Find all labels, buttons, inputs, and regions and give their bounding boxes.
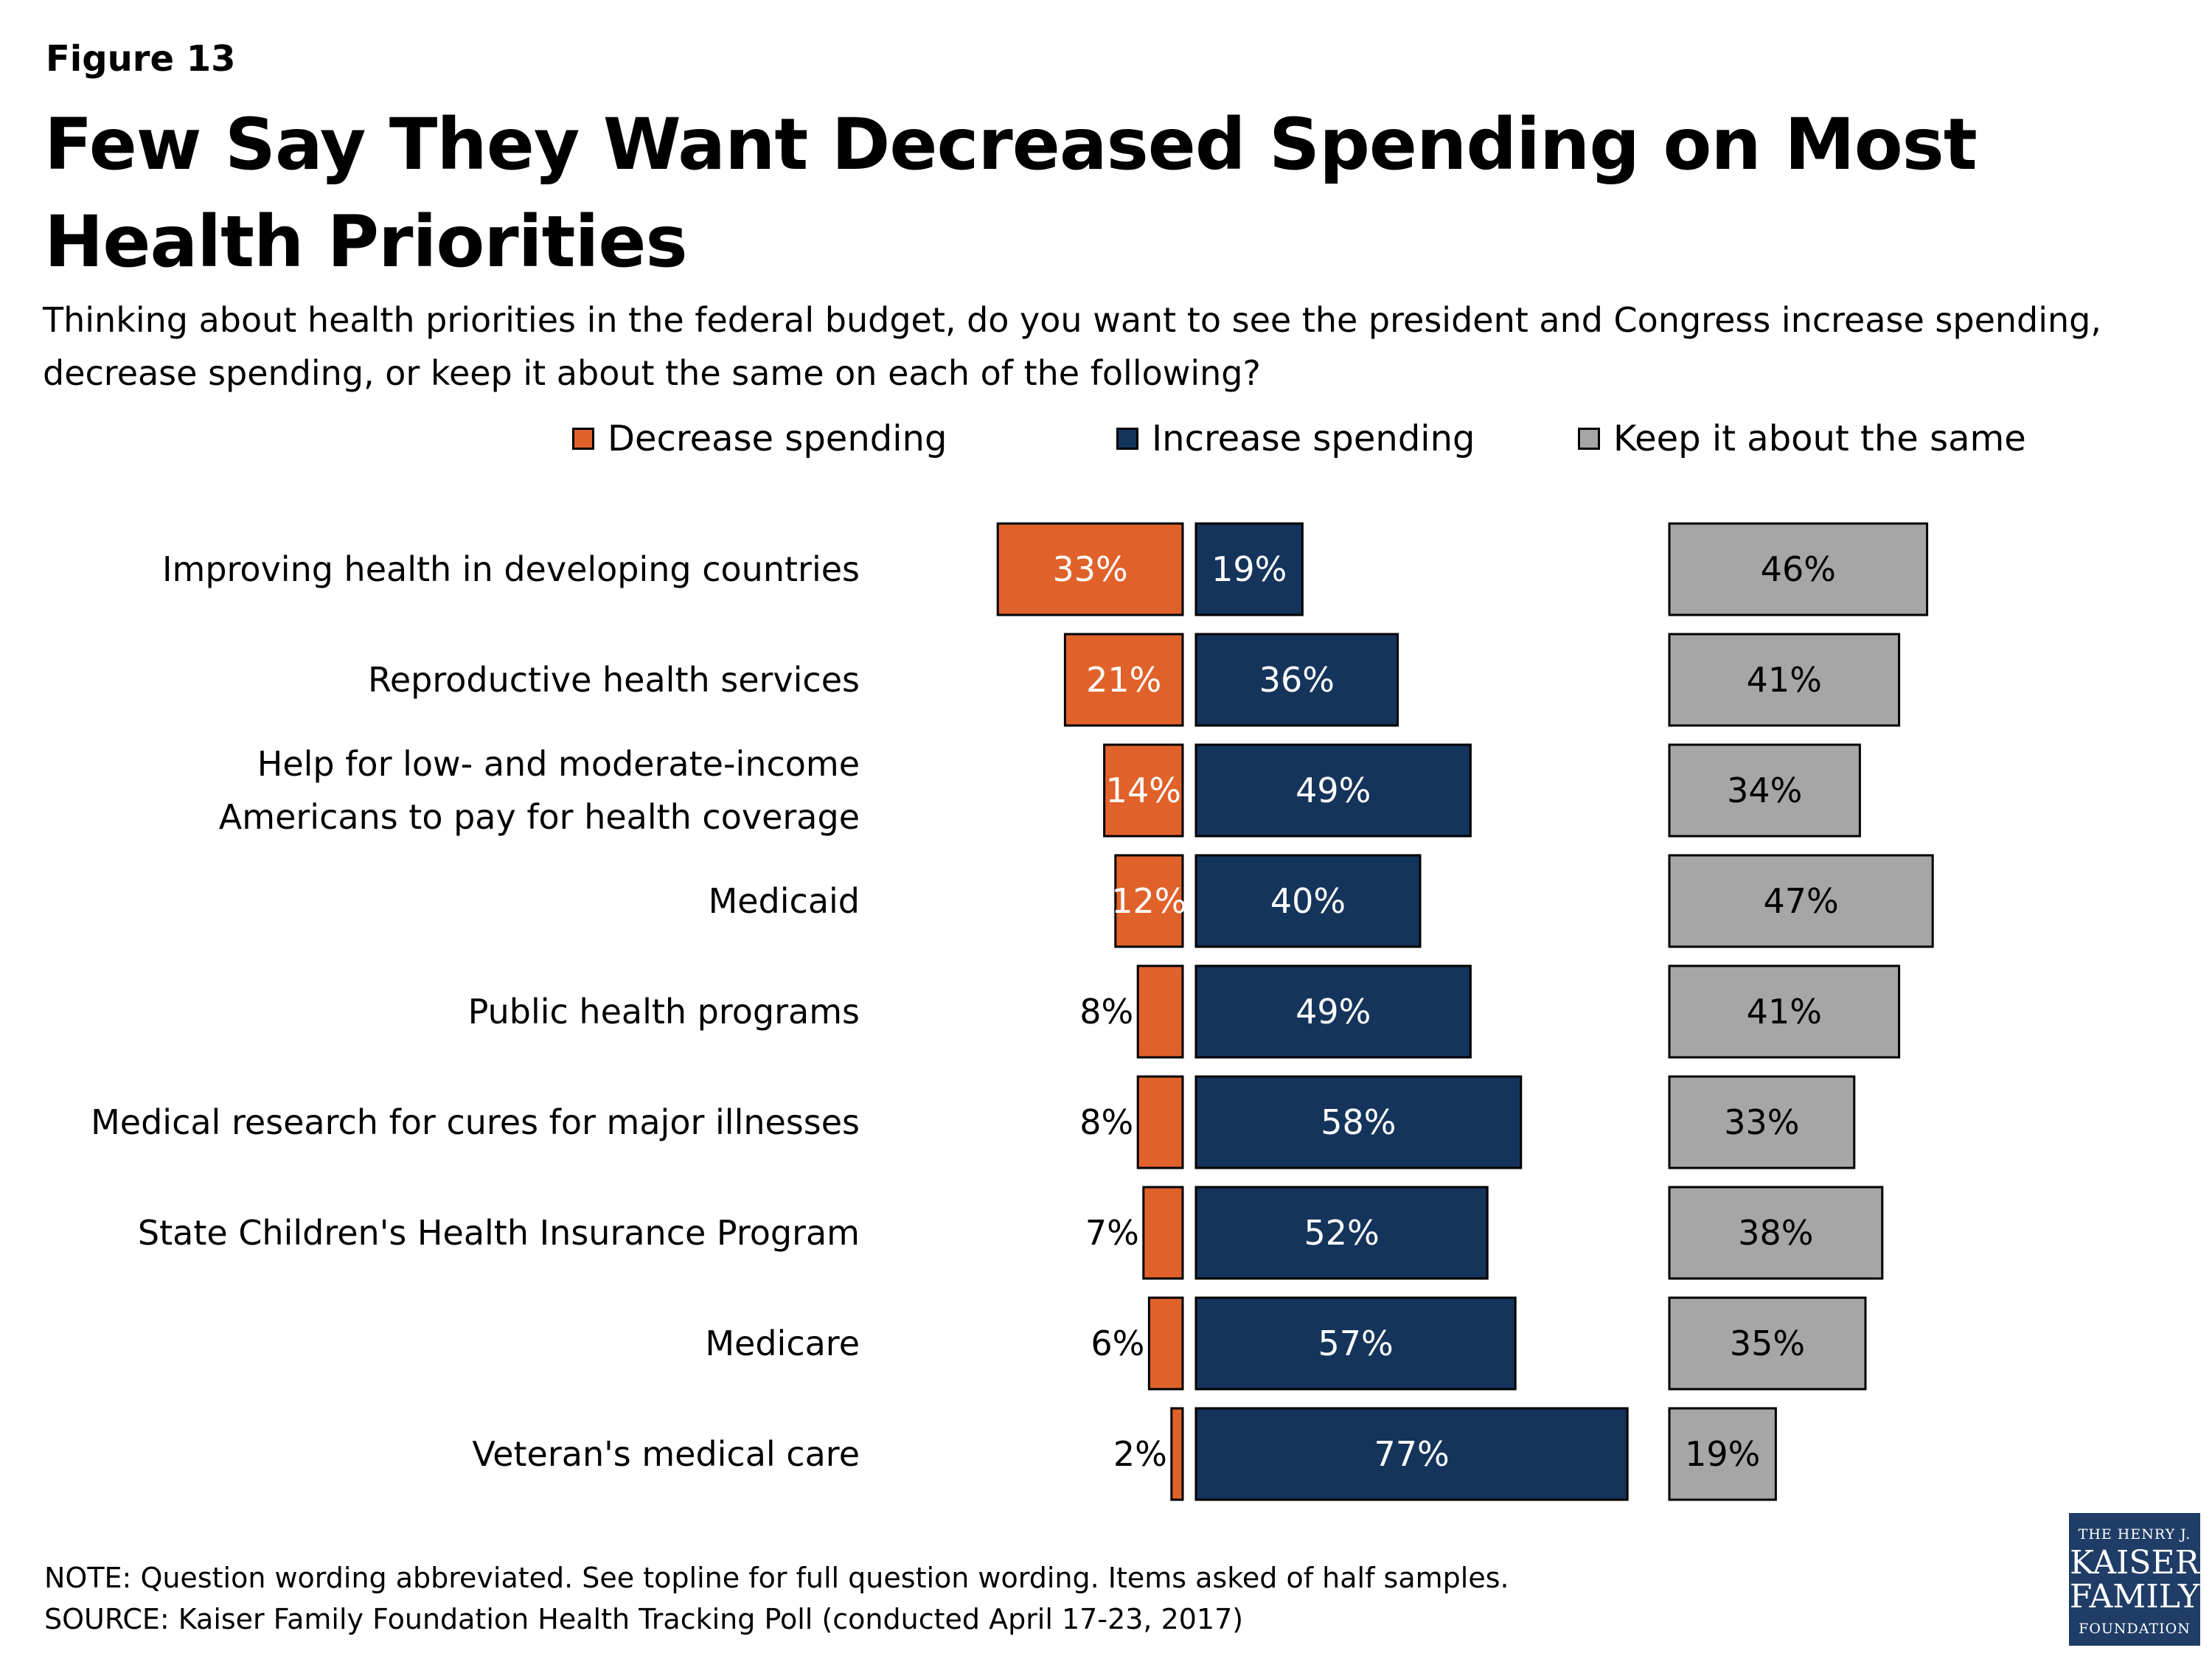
category-label-6: State Children's Health Insurance Progra… [138, 1213, 860, 1253]
legend-item-decrease: Decrease spending [572, 417, 947, 461]
category-label-0: Improving health in developing countries [162, 549, 860, 589]
bar-decrease-0 [996, 522, 1184, 616]
value-label-increase-5: 58% [1321, 1102, 1396, 1142]
category-label-1: Reproductive health services [368, 660, 860, 700]
value-label-decrease-1: 21% [1086, 660, 1161, 700]
bar-same-1 [1668, 633, 1901, 727]
bar-increase-8 [1194, 1407, 1629, 1501]
value-label-same-7: 35% [1730, 1324, 1805, 1363]
value-label-same-6: 38% [1738, 1213, 1813, 1253]
value-label-decrease-3: 12% [1111, 881, 1186, 921]
category-label-2-line2: Americans to pay for health coverage [219, 797, 860, 837]
bar-same-5 [1668, 1075, 1856, 1169]
bar-increase-3 [1194, 854, 1422, 948]
legend-label-decrease: Decrease spending [608, 418, 947, 459]
category-label-8: Veteran's medical care [472, 1434, 860, 1474]
legend-item-increase: Increase spending [1116, 417, 1475, 461]
value-label-increase-7: 57% [1318, 1324, 1393, 1363]
value-label-decrease-2: 14% [1106, 771, 1181, 810]
footer-source: SOURCE: Kaiser Family Foundation Health … [44, 1603, 1244, 1635]
value-label-increase-1: 36% [1259, 660, 1335, 700]
value-label-same-1: 41% [1747, 660, 1822, 700]
logo-line-2: KAISER [2070, 1544, 2199, 1582]
bar-same-4 [1668, 964, 1901, 1059]
bar-increase-4 [1194, 964, 1472, 1059]
value-label-increase-3: 40% [1270, 881, 1346, 921]
bar-same-6 [1668, 1186, 1884, 1280]
bar-same-7 [1668, 1296, 1867, 1391]
legend-item-same: Keep it about the same [1578, 417, 2026, 461]
legend-swatch-same [1578, 428, 1600, 450]
chart-subtitle: Thinking about health priorities in the … [43, 300, 2102, 393]
category-label-7: Medicare [705, 1324, 860, 1363]
value-label-decrease-0: 33% [1052, 549, 1127, 589]
value-label-decrease-5: 8% [1079, 1102, 1133, 1142]
value-label-decrease-7: 6% [1091, 1324, 1144, 1363]
bar-increase-7 [1194, 1296, 1517, 1391]
bar-increase-6 [1194, 1186, 1489, 1280]
footer-note: NOTE: Question wording abbreviated. See … [44, 1562, 1509, 1594]
value-label-decrease-8: 2% [1113, 1434, 1167, 1474]
value-label-same-0: 46% [1761, 549, 1836, 589]
bar-same-3 [1668, 854, 1934, 948]
value-label-same-3: 47% [1763, 881, 1838, 921]
bar-decrease-4 [1136, 964, 1184, 1059]
chart-title: Few Say They Want Decreased Spending on … [44, 103, 1978, 283]
category-label-5: Medical research for cures for major ill… [91, 1102, 860, 1142]
bar-decrease-5 [1136, 1075, 1184, 1169]
value-label-same-5: 33% [1724, 1102, 1799, 1142]
legend-swatch-decrease [572, 428, 594, 450]
bar-decrease-3 [1114, 854, 1184, 948]
bar-decrease-2 [1103, 743, 1184, 838]
logo-line-4: FOUNDATION [2079, 1621, 2191, 1637]
bar-same-8 [1668, 1407, 1777, 1501]
bar-increase-0 [1194, 522, 1304, 616]
bar-decrease-6 [1142, 1186, 1184, 1280]
bar-same-2 [1668, 743, 1861, 838]
bar-decrease-7 [1147, 1296, 1184, 1391]
value-label-increase-8: 77% [1374, 1434, 1449, 1474]
logo-line-3: FAMILY [2069, 1578, 2200, 1615]
category-label-3: Medicaid [709, 881, 860, 921]
value-label-same-8: 19% [1685, 1434, 1760, 1474]
value-label-same-4: 41% [1747, 992, 1822, 1032]
value-label-same-2: 34% [1727, 771, 1802, 810]
bar-increase-1 [1194, 633, 1399, 727]
value-label-decrease-6: 7% [1085, 1213, 1139, 1253]
footer-notes: NOTE: Question wording abbreviated. See … [44, 1557, 1509, 1640]
category-label-4: Public health programs [468, 992, 860, 1032]
bar-increase-2 [1194, 743, 1472, 838]
kff-logo: THE HENRY J. KAISER FAMILY FOUNDATION [2069, 1513, 2200, 1646]
logo-line-1: THE HENRY J. [2078, 1526, 2191, 1543]
legend-label-same: Keep it about the same [1613, 418, 2026, 459]
value-label-increase-2: 49% [1295, 771, 1371, 810]
value-label-decrease-4: 8% [1079, 992, 1133, 1032]
value-label-increase-0: 19% [1211, 549, 1287, 589]
bar-decrease-8 [1170, 1407, 1184, 1501]
figure-label: Figure 13 [46, 38, 236, 80]
bar-decrease-1 [1063, 633, 1184, 727]
value-label-increase-4: 49% [1295, 992, 1371, 1032]
value-label-increase-6: 52% [1304, 1213, 1379, 1253]
legend-label-increase: Increase spending [1152, 418, 1475, 459]
bar-same-0 [1668, 522, 1929, 616]
bar-increase-5 [1194, 1075, 1523, 1169]
legend-swatch-increase [1116, 428, 1138, 450]
category-label-2-line1: Help for low- and moderate-income [257, 744, 860, 784]
